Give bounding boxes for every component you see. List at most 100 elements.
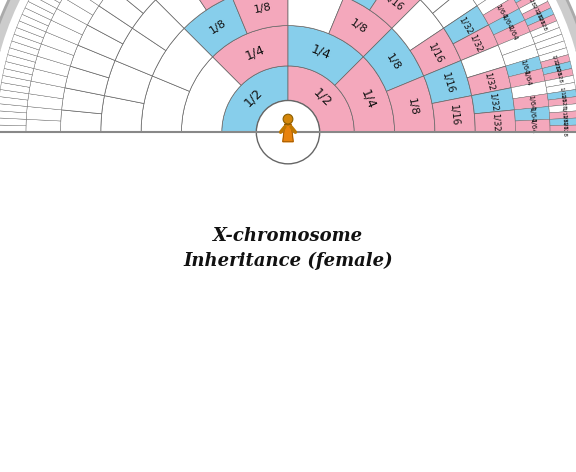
- Wedge shape: [32, 0, 60, 8]
- Wedge shape: [433, 0, 477, 28]
- Wedge shape: [516, 0, 544, 8]
- Wedge shape: [29, 81, 65, 99]
- Wedge shape: [513, 0, 541, 3]
- Wedge shape: [444, 6, 488, 44]
- Wedge shape: [181, 57, 241, 132]
- Wedge shape: [19, 14, 48, 32]
- Text: 1/8: 1/8: [253, 1, 273, 15]
- Wedge shape: [31, 68, 67, 88]
- Text: 1/8: 1/8: [348, 17, 369, 36]
- Wedge shape: [115, 28, 166, 76]
- Text: 1/4: 1/4: [358, 87, 378, 111]
- Wedge shape: [156, 0, 206, 28]
- Wedge shape: [477, 0, 513, 15]
- Wedge shape: [0, 104, 27, 113]
- Text: 1/2: 1/2: [311, 86, 334, 109]
- Text: 1/16: 1/16: [382, 0, 406, 14]
- Text: 1/16: 1/16: [440, 72, 456, 95]
- Text: 1/128: 1/128: [524, 0, 536, 7]
- Wedge shape: [514, 107, 550, 121]
- Wedge shape: [471, 0, 506, 6]
- Wedge shape: [0, 0, 576, 132]
- Wedge shape: [65, 66, 109, 96]
- Wedge shape: [461, 45, 506, 78]
- Text: 1/32: 1/32: [490, 112, 500, 132]
- Text: 1/32: 1/32: [457, 15, 475, 36]
- Text: 1/128: 1/128: [561, 107, 567, 123]
- Wedge shape: [537, 41, 566, 56]
- Wedge shape: [545, 76, 575, 87]
- Wedge shape: [222, 66, 288, 132]
- Text: 1/8: 1/8: [207, 17, 228, 36]
- Wedge shape: [474, 110, 516, 132]
- Text: 1/64: 1/64: [519, 59, 529, 75]
- Wedge shape: [99, 0, 143, 28]
- Wedge shape: [511, 81, 547, 99]
- Wedge shape: [525, 8, 554, 26]
- Wedge shape: [370, 0, 420, 28]
- Wedge shape: [63, 0, 99, 15]
- Text: 1/64: 1/64: [501, 14, 513, 31]
- Wedge shape: [539, 48, 569, 62]
- Wedge shape: [533, 27, 562, 44]
- Text: 1/128: 1/128: [530, 3, 542, 19]
- Text: 1/8: 1/8: [384, 51, 403, 72]
- Wedge shape: [78, 25, 123, 60]
- Wedge shape: [46, 20, 82, 45]
- Wedge shape: [62, 88, 104, 114]
- Text: 1/64: 1/64: [522, 70, 532, 87]
- Wedge shape: [542, 61, 572, 75]
- Text: 1/128: 1/128: [521, 0, 533, 1]
- Text: 1/128: 1/128: [551, 53, 560, 70]
- Wedge shape: [513, 94, 549, 110]
- Wedge shape: [392, 0, 444, 51]
- Wedge shape: [0, 111, 26, 119]
- Wedge shape: [37, 44, 74, 66]
- Wedge shape: [547, 90, 576, 100]
- Wedge shape: [288, 0, 344, 34]
- Text: 1/2: 1/2: [242, 86, 265, 109]
- Wedge shape: [51, 8, 88, 35]
- Wedge shape: [7, 48, 37, 62]
- Text: 1/32: 1/32: [487, 92, 499, 112]
- Text: 1/128: 1/128: [553, 60, 561, 76]
- Wedge shape: [0, 83, 30, 94]
- Wedge shape: [410, 28, 461, 76]
- Text: 1/64: 1/64: [529, 106, 536, 122]
- Wedge shape: [453, 25, 498, 60]
- Wedge shape: [26, 107, 62, 121]
- Wedge shape: [35, 0, 63, 3]
- Text: 1/128: 1/128: [562, 121, 567, 137]
- Wedge shape: [152, 28, 213, 92]
- Wedge shape: [6, 55, 35, 68]
- Wedge shape: [363, 28, 424, 92]
- Wedge shape: [34, 56, 70, 77]
- Wedge shape: [0, 97, 28, 107]
- Wedge shape: [41, 32, 78, 56]
- Text: 1/64: 1/64: [527, 94, 535, 110]
- Wedge shape: [88, 6, 132, 44]
- Wedge shape: [467, 66, 511, 96]
- Wedge shape: [546, 83, 576, 94]
- Wedge shape: [424, 60, 472, 103]
- Wedge shape: [232, 0, 288, 34]
- Wedge shape: [494, 20, 530, 45]
- Wedge shape: [10, 41, 39, 56]
- Wedge shape: [1, 76, 31, 87]
- Wedge shape: [550, 125, 576, 132]
- Wedge shape: [27, 94, 63, 110]
- Wedge shape: [0, 90, 29, 100]
- Wedge shape: [57, 0, 93, 25]
- Wedge shape: [112, 0, 156, 13]
- Polygon shape: [283, 124, 293, 142]
- Wedge shape: [288, 25, 363, 85]
- Text: 1/16: 1/16: [448, 104, 460, 127]
- Wedge shape: [472, 88, 514, 114]
- Wedge shape: [506, 56, 542, 77]
- Text: X-chromosome
Inheritance (female): X-chromosome Inheritance (female): [183, 227, 393, 270]
- Wedge shape: [14, 27, 43, 44]
- Wedge shape: [184, 0, 232, 10]
- Text: 1/4: 1/4: [309, 42, 333, 62]
- Wedge shape: [288, 66, 354, 132]
- Wedge shape: [101, 96, 144, 132]
